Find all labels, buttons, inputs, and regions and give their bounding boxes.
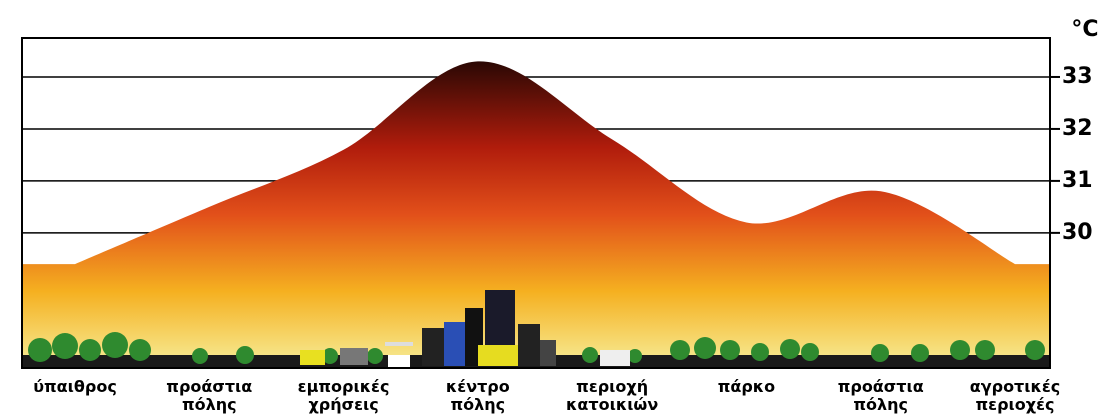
y-tick-label: 30	[1062, 220, 1093, 245]
plot-frame	[21, 37, 1051, 369]
x-tick-label: περιοχή κατοικιών	[566, 377, 659, 414]
x-tick-label: πάρκο	[717, 377, 776, 396]
unit-label: °C	[1071, 17, 1098, 42]
heat-area	[22, 61, 1050, 369]
x-tick-label: ύπαιθρος	[33, 377, 117, 396]
y-tick-label: 33	[1062, 64, 1093, 89]
y-tick-label: 31	[1062, 168, 1093, 193]
x-tick-label: εμπορικές χρήσεις	[297, 377, 390, 414]
x-tick-label: προάστια πόλης	[166, 377, 253, 414]
city-silhouette	[22, 290, 1050, 368]
y-tick-label: 32	[1062, 116, 1093, 141]
x-tick-label: αγροτικές περιοχές	[969, 377, 1061, 414]
x-tick-label: προάστια πόλης	[837, 377, 924, 414]
x-tick-label: κέντρο πόλης	[445, 377, 510, 414]
